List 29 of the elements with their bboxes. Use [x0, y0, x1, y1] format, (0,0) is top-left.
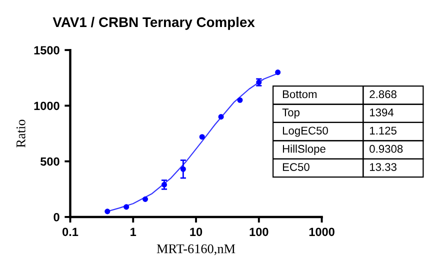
- x-tick-label: 1: [130, 228, 136, 236]
- x-tick-label: 100: [250, 228, 268, 236]
- annotation: Top: [282, 108, 300, 119]
- chart-title: VAV1 / CRBN Ternary Complex: [52, 16, 255, 30]
- point: [218, 114, 224, 120]
- y-tick-label: 1000: [34, 102, 60, 110]
- point: [104, 208, 110, 214]
- y-tick-label: 500: [40, 157, 60, 166]
- point: [199, 134, 205, 140]
- point: [275, 70, 281, 76]
- y-tick-label: 1500: [34, 46, 60, 54]
- point: [237, 97, 243, 103]
- x-axis-title: MRT-6160,nM: [156, 244, 236, 256]
- annotation: EC50: [282, 163, 310, 171]
- text: 1.125: [370, 126, 396, 135]
- x-tick-label: 1000: [309, 228, 334, 236]
- text: 0.9308: [370, 144, 403, 153]
- annotation: LogEC50: [282, 126, 328, 137]
- point: [124, 204, 130, 210]
- annotation: Bottom: [282, 90, 317, 98]
- text: 2.868: [370, 90, 396, 98]
- y-tick-label: 0: [54, 213, 60, 222]
- annotation: HillSlope: [282, 144, 326, 155]
- x-tick-label: 0.1: [62, 228, 78, 236]
- y-axis-title: Ratio: [16, 120, 26, 148]
- x-tick-label: 10: [190, 228, 202, 236]
- text: 1394: [370, 108, 394, 116]
- point: [142, 196, 148, 202]
- text: 13.33: [370, 163, 396, 171]
